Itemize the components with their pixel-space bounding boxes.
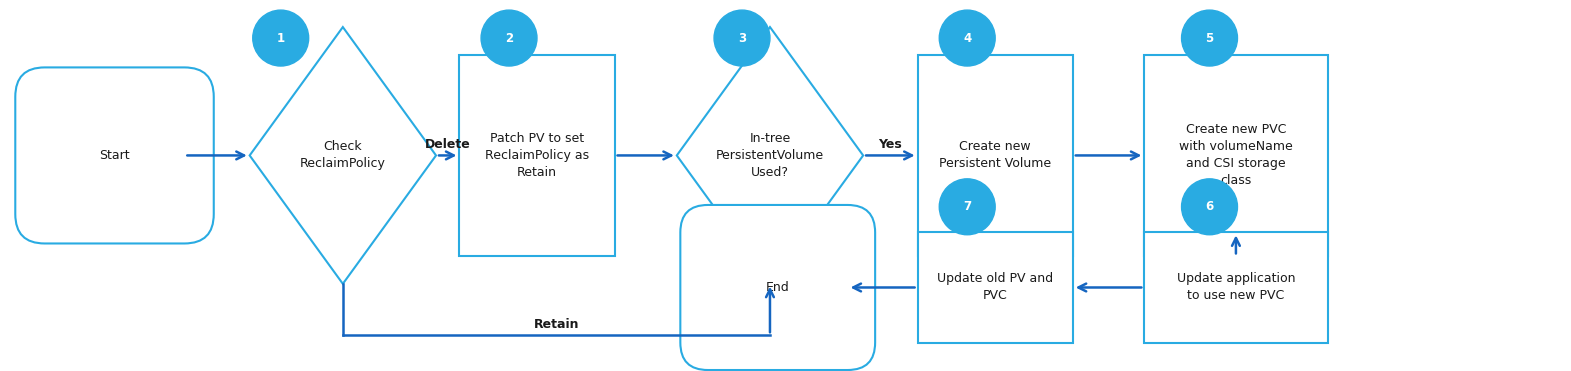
Text: Update application
to use new PVC: Update application to use new PVC	[1177, 272, 1295, 302]
Text: In-tree
PersistentVolume
Used?: In-tree PersistentVolume Used?	[716, 132, 825, 179]
FancyBboxPatch shape	[16, 68, 214, 243]
Bar	[459, 55, 614, 256]
Text: Patch PV to set
ReclaimPolicy as
Retain: Patch PV to set ReclaimPolicy as Retain	[485, 132, 589, 179]
Text: Delete: Delete	[424, 138, 471, 151]
Circle shape	[1181, 10, 1238, 66]
Text: 4: 4	[963, 32, 971, 45]
Text: Create new PVC
with volumeName
and CSI storage
class: Create new PVC with volumeName and CSI s…	[1180, 124, 1293, 187]
Text: Check
ReclaimPolicy: Check ReclaimPolicy	[300, 141, 386, 170]
Text: End: End	[765, 281, 790, 294]
Circle shape	[939, 179, 994, 235]
Polygon shape	[677, 27, 862, 284]
Text: Retain: Retain	[534, 318, 580, 331]
Bar	[1144, 55, 1327, 256]
Circle shape	[939, 10, 994, 66]
Bar	[917, 55, 1073, 256]
Text: 2: 2	[504, 32, 514, 45]
Text: Update old PV and
PVC: Update old PV and PVC	[938, 272, 1053, 302]
Polygon shape	[250, 27, 437, 284]
Text: 6: 6	[1205, 200, 1214, 213]
Bar	[917, 233, 1073, 342]
FancyBboxPatch shape	[680, 205, 875, 370]
Circle shape	[715, 10, 770, 66]
Text: Yes: Yes	[878, 138, 902, 151]
Bar	[1144, 233, 1327, 342]
Circle shape	[481, 10, 537, 66]
Text: 7: 7	[963, 200, 971, 213]
Circle shape	[1181, 179, 1238, 235]
Circle shape	[253, 10, 308, 66]
Text: 1: 1	[276, 32, 284, 45]
Text: 3: 3	[738, 32, 746, 45]
Text: 5: 5	[1205, 32, 1214, 45]
Text: Start: Start	[99, 149, 130, 162]
Text: Create new
Persistent Volume: Create new Persistent Volume	[939, 141, 1051, 170]
